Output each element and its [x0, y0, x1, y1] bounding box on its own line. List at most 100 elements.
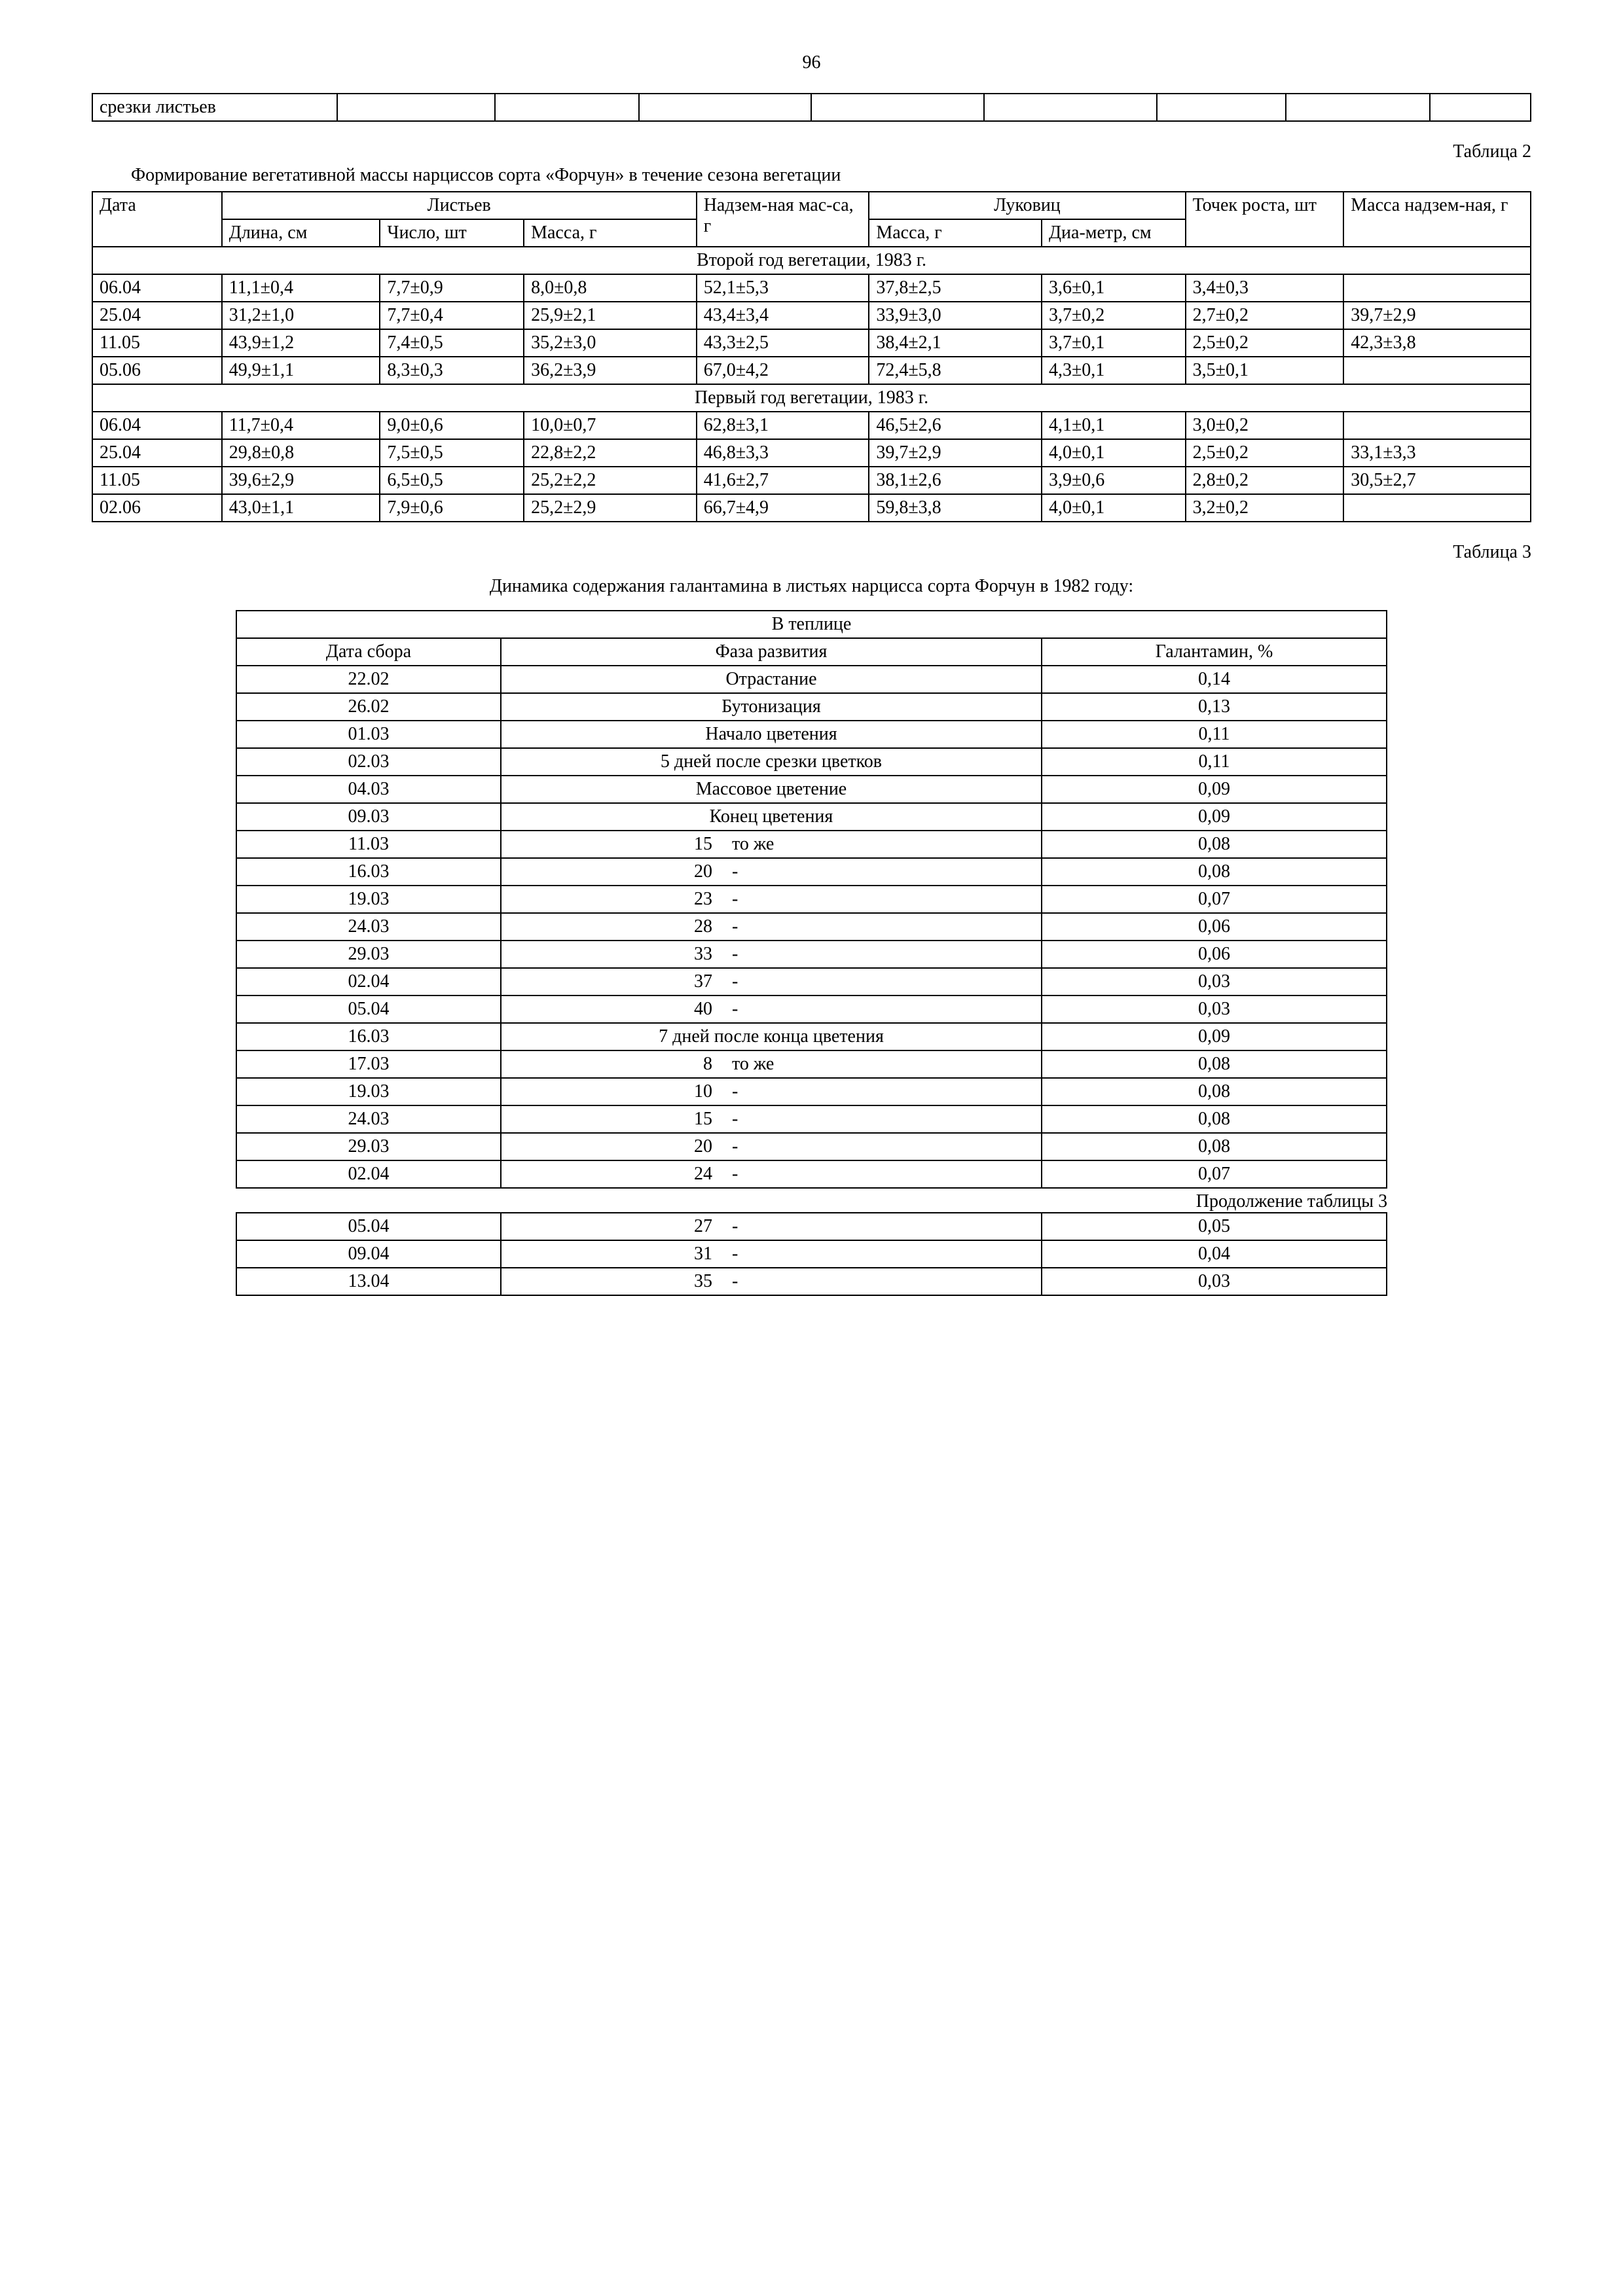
cell: 38,4±2,1	[869, 329, 1042, 357]
cell: 11,7±0,4	[222, 412, 380, 439]
table-row: 11.0539,6±2,96,5±0,525,2±2,241,6±2,738,1…	[92, 467, 1531, 494]
table-row: Второй год вегетации, 1983 г.	[92, 247, 1531, 274]
cell-date: 29.03	[236, 941, 501, 968]
cell-phase: 5 дней после срезки цветков	[501, 748, 1042, 776]
cell: 06.04	[92, 412, 222, 439]
section-header: Второй год вегетации, 1983 г.	[92, 247, 1531, 274]
table-row: 22.02Отрастание0,14	[236, 666, 1387, 693]
cell	[1343, 412, 1531, 439]
cell-gal: 0,06	[1042, 913, 1387, 941]
cell-date: 16.03	[236, 858, 501, 886]
table2-label: Таблица 2	[92, 141, 1531, 162]
cell-gal: 0,09	[1042, 776, 1387, 803]
cell: 7,7±0,9	[380, 274, 524, 302]
cell: 2,7±0,2	[1186, 302, 1344, 329]
cell: 11.05	[92, 467, 222, 494]
cell: 25.04	[92, 439, 222, 467]
cell-phase: 40-	[501, 996, 1042, 1023]
cell-date: 24.03	[236, 1105, 501, 1133]
cell-phase: 27-	[501, 1213, 1042, 1240]
cell: 3,0±0,2	[1186, 412, 1344, 439]
cell-date: 11.03	[236, 831, 501, 858]
cell: 3,7±0,1	[1042, 329, 1186, 357]
cell: 37,8±2,5	[869, 274, 1042, 302]
cell: 43,9±1,2	[222, 329, 380, 357]
cell: 43,3±2,5	[697, 329, 869, 357]
cell-gal: 0,08	[1042, 858, 1387, 886]
cell: 33,9±3,0	[869, 302, 1042, 329]
cell: 3,4±0,3	[1186, 274, 1344, 302]
cell	[1343, 274, 1531, 302]
table-row: 24.0328-0,06	[236, 913, 1387, 941]
cell-date: 04.03	[236, 776, 501, 803]
cell-gal: 0,11	[1042, 748, 1387, 776]
cell-date: 01.03	[236, 721, 501, 748]
cell: 8,3±0,3	[380, 357, 524, 384]
cell: 7,5±0,5	[380, 439, 524, 467]
cell: 25,2±2,2	[524, 467, 697, 494]
cell-date: 13.04	[236, 1268, 501, 1295]
th-gal: Галантамин, %	[1042, 638, 1387, 666]
table-row: 06.0411,1±0,47,7±0,98,0±0,852,1±5,337,8±…	[92, 274, 1531, 302]
cell-gal: 0,08	[1042, 1050, 1387, 1078]
table-row: 19.0310-0,08	[236, 1078, 1387, 1105]
cell: 3,7±0,2	[1042, 302, 1186, 329]
cell: 05.06	[92, 357, 222, 384]
cell: 66,7±4,9	[697, 494, 869, 522]
cell: 41,6±2,7	[697, 467, 869, 494]
table-row: 11.0543,9±1,27,4±0,535,2±3,043,3±2,538,4…	[92, 329, 1531, 357]
table-row: 09.0431-0,04	[236, 1240, 1387, 1268]
table-row: 09.03Конец цветения0,09	[236, 803, 1387, 831]
cell-phase: 35-	[501, 1268, 1042, 1295]
cell: 39,6±2,9	[222, 467, 380, 494]
table-row: 25.0431,2±1,07,7±0,425,9±2,143,4±3,433,9…	[92, 302, 1531, 329]
cell-gal: 0,07	[1042, 886, 1387, 913]
table-row: 16.037 дней после конца цветения0,09	[236, 1023, 1387, 1050]
cell-date: 17.03	[236, 1050, 501, 1078]
table3: В теплице Дата сбора Фаза развития Галан…	[236, 610, 1387, 1189]
cell: 4,0±0,1	[1042, 439, 1186, 467]
table-row: 02.035 дней после срезки цветков0,11	[236, 748, 1387, 776]
cell-phase: 10-	[501, 1078, 1042, 1105]
th-leaves: Листьев	[222, 192, 697, 219]
cell: 59,8±3,8	[869, 494, 1042, 522]
cell: 72,4±5,8	[869, 357, 1042, 384]
cell: 3,2±0,2	[1186, 494, 1344, 522]
table-row: Дата сбора Фаза развития Галантамин, %	[236, 638, 1387, 666]
cell-date: 02.03	[236, 748, 501, 776]
table-row: 16.0320-0,08	[236, 858, 1387, 886]
table-row: 06.0411,7±0,49,0±0,610,0±0,762,8±3,146,5…	[92, 412, 1531, 439]
cell: 3,5±0,1	[1186, 357, 1344, 384]
cell: 38,1±2,6	[869, 467, 1042, 494]
cell-date: 09.03	[236, 803, 501, 831]
th-bulb-mass: Масса, г	[869, 219, 1042, 247]
table3-caption: Динамика содержания галантамина в листья…	[92, 576, 1531, 597]
cell: 35,2±3,0	[524, 329, 697, 357]
cell: 4,1±0,1	[1042, 412, 1186, 439]
cell-gal: 0,04	[1042, 1240, 1387, 1268]
cell: 52,1±5,3	[697, 274, 869, 302]
cell: 11.05	[92, 329, 222, 357]
cell-phase: Массовое цветение	[501, 776, 1042, 803]
cell-gal: 0,03	[1042, 968, 1387, 996]
th-count: Число, шт	[380, 219, 524, 247]
cell: 25.04	[92, 302, 222, 329]
cell: 7,7±0,4	[380, 302, 524, 329]
cell-phase: 7 дней после конца цветения	[501, 1023, 1042, 1050]
cell-gal: 0,03	[1042, 1268, 1387, 1295]
cell-phase: Конец цветения	[501, 803, 1042, 831]
th-above-mass: Надзем-ная мас-са, г	[697, 192, 869, 247]
fragment-cell: срезки листьев	[92, 94, 337, 121]
cell-phase: 37-	[501, 968, 1042, 996]
section-header: Первый год вегетации, 1983 г.	[92, 384, 1531, 412]
cell-date: 19.03	[236, 1078, 501, 1105]
cell-date: 16.03	[236, 1023, 501, 1050]
cell: 3,6±0,1	[1042, 274, 1186, 302]
cell-phase: Начало цветения	[501, 721, 1042, 748]
table-row: Дата Листьев Надзем-ная мас-са, г Лукови…	[92, 192, 1531, 219]
cell-date: 05.04	[236, 996, 501, 1023]
cell: 39,7±2,9	[1343, 302, 1531, 329]
cell: 02.06	[92, 494, 222, 522]
th-date: Дата сбора	[236, 638, 501, 666]
cell: 8,0±0,8	[524, 274, 697, 302]
